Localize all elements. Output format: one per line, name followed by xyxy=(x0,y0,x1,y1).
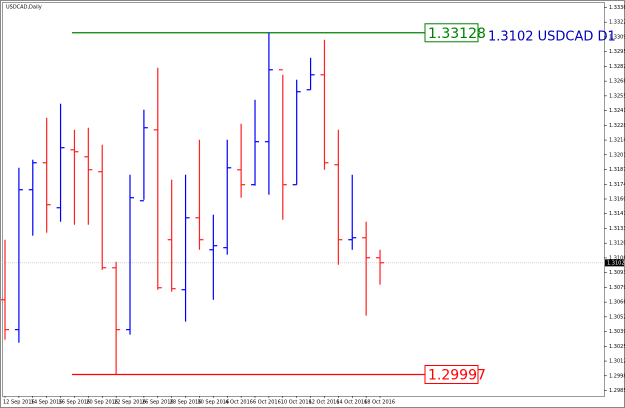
x-tick-label: 6 Oct 2016 xyxy=(253,400,281,406)
y-tick-label: 1.30255 xyxy=(609,344,625,350)
y-tick-label: 1.29850 xyxy=(609,388,625,394)
y-tick-label: 1.30120 xyxy=(609,359,625,365)
x-tick-label: 18 Oct 2016 xyxy=(364,400,395,406)
current-price-label: 1.31020 xyxy=(607,260,625,266)
x-tick-label: 30 Sep 2016 xyxy=(197,400,229,406)
y-tick-label: 1.33360 xyxy=(609,5,625,11)
y-tick-label: 1.31605 xyxy=(609,197,625,203)
x-tick-label: 12 Sep 2016 xyxy=(3,400,35,406)
x-tick-label: 20 Sep 2016 xyxy=(86,400,118,406)
x-tick-label: 10 Oct 2016 xyxy=(281,400,312,406)
y-tick-label: 1.32820 xyxy=(609,64,625,70)
y-tick-label: 1.30660 xyxy=(609,300,625,306)
y-tick-label: 1.32010 xyxy=(609,152,625,158)
y-tick-label: 1.32685 xyxy=(609,79,625,85)
level-box xyxy=(424,23,479,43)
y-tick-label: 1.30795 xyxy=(609,285,625,291)
x-tick-label: 4 Oct 2016 xyxy=(225,400,253,406)
y-tick-label: 1.30390 xyxy=(609,329,625,335)
x-tick-label: 22 Sep 2016 xyxy=(114,400,146,406)
y-tick-label: 1.31065 xyxy=(609,255,625,261)
y-tick-label: 1.29985 xyxy=(609,373,625,379)
x-tick-label: 14 Oct 2016 xyxy=(336,400,367,406)
y-tick-label: 1.32955 xyxy=(609,49,625,55)
level-label: 1.29997 xyxy=(428,367,486,383)
y-tick-label: 1.33225 xyxy=(609,20,625,26)
x-tick-label: 16 Sep 2016 xyxy=(59,400,91,406)
chart-title: USDCAD,Daily xyxy=(6,5,42,11)
level-box xyxy=(424,364,479,384)
y-tick-label: 1.31875 xyxy=(609,167,625,173)
y-tick-label: 1.32145 xyxy=(609,138,625,144)
y-tick-label: 1.32415 xyxy=(609,108,625,114)
y-tick-label: 1.31335 xyxy=(609,226,625,232)
y-tick-label: 1.31470 xyxy=(609,211,625,217)
y-tick-label: 1.32550 xyxy=(609,93,625,99)
y-tick-label: 1.30525 xyxy=(609,314,625,320)
x-tick-label: 14 Sep 2016 xyxy=(31,400,63,406)
y-tick-label: 1.30930 xyxy=(609,270,625,276)
level-label: 1.33128 xyxy=(428,26,486,42)
x-tick-label: 26 Sep 2016 xyxy=(142,400,174,406)
y-tick-label: 1.31740 xyxy=(609,182,625,188)
current-price-box xyxy=(605,259,624,267)
y-tick-label: 1.32280 xyxy=(609,123,625,129)
y-tick-label: 1.33090 xyxy=(609,34,625,40)
x-tick-label: 28 Sep 2016 xyxy=(170,400,202,406)
x-tick-label: 12 Oct 2016 xyxy=(309,400,340,406)
plot-frame xyxy=(2,2,605,397)
y-tick-label: 1.31200 xyxy=(609,241,625,247)
annotation: 1.3102 USDCAD D1 xyxy=(488,30,616,45)
